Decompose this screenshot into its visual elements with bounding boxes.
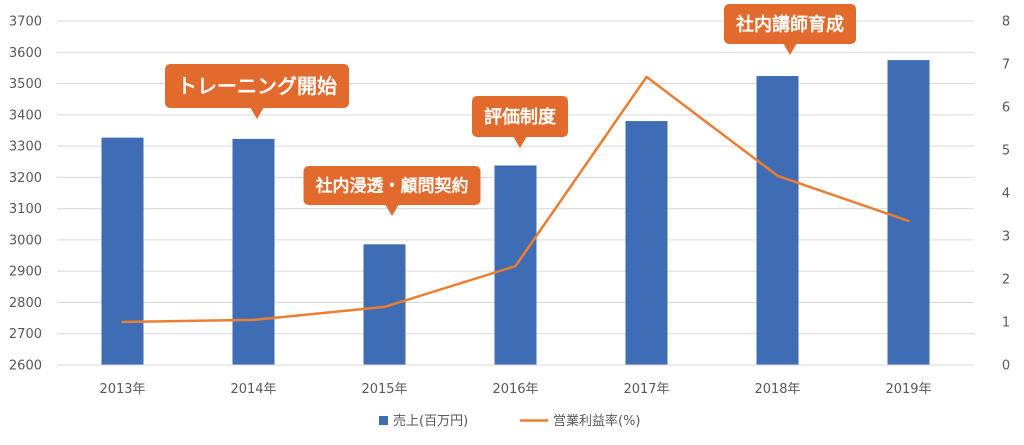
x-tick-label: 2013年 — [99, 382, 145, 397]
x-tick-label: 2017年 — [623, 382, 669, 397]
callout-box — [472, 96, 568, 137]
callout-pointer — [385, 204, 399, 216]
bar — [887, 60, 930, 365]
bar — [232, 138, 275, 365]
right-tick-label: 1 — [1002, 316, 1010, 331]
legend-label: 売上(百万円) — [393, 413, 468, 429]
right-tick-label: 6 — [1002, 101, 1010, 116]
right-tick-label: 5 — [1002, 144, 1010, 159]
callout-pointer — [513, 136, 527, 148]
line-point — [645, 75, 648, 79]
bar-series — [101, 60, 930, 365]
left-tick-label: 3200 — [9, 171, 42, 186]
line-point — [252, 318, 255, 322]
callout-pointer — [250, 107, 264, 119]
x-tick-label: 2015年 — [361, 382, 407, 397]
callout: トレーニング開始 — [165, 64, 349, 119]
bar — [101, 137, 144, 365]
right-tick-label: 7 — [1002, 58, 1010, 73]
callout-box — [165, 64, 349, 108]
right-tick-label: 2 — [1002, 273, 1010, 288]
right-tick-label: 4 — [1002, 187, 1010, 202]
x-axis: 2013年 2014年 2015年 2016年 2017年 2018年 2019年 — [57, 364, 974, 397]
bar — [625, 121, 668, 365]
x-tick-label: 2016年 — [492, 382, 538, 397]
right-tick-label: 8 — [1002, 15, 1010, 30]
callout: 評価制度 — [472, 96, 568, 148]
x-tick-label: 2014年 — [230, 382, 276, 397]
line-point — [383, 305, 386, 309]
callout-box — [303, 166, 481, 205]
left-tick-label: 3500 — [9, 77, 42, 92]
right-y-axis: 0 1 2 3 4 5 6 7 8 — [1002, 15, 1010, 374]
legend: 売上(百万円) 営業利益率(%) — [379, 413, 641, 429]
line-point — [907, 219, 910, 223]
callout: 社内講師育成 — [724, 4, 856, 55]
left-tick-label: 3300 — [9, 140, 42, 155]
callout-label: 社内講師育成 — [736, 13, 844, 35]
callout-box — [724, 4, 856, 44]
legend-item-sales: 売上(百万円) — [379, 413, 468, 429]
callout: 社内浸透・顧問契約 — [303, 166, 481, 216]
left-tick-label: 3400 — [9, 108, 42, 123]
line-point — [514, 264, 517, 268]
right-tick-label: 0 — [1002, 359, 1010, 374]
line-series — [121, 75, 910, 324]
x-tick-label: 2019年 — [885, 382, 931, 397]
bar — [363, 244, 406, 365]
left-tick-label: 3000 — [9, 233, 42, 248]
callout-label: 社内浸透・顧問契約 — [315, 176, 469, 197]
left-tick-label: 3100 — [9, 202, 42, 217]
legend-item-margin: 営業利益率(%) — [520, 413, 641, 429]
legend-label: 営業利益率(%) — [553, 413, 641, 429]
x-tick-label: 2018年 — [754, 382, 800, 397]
left-tick-label: 3700 — [9, 15, 42, 30]
callout-label: トレーニング開始 — [177, 74, 337, 98]
left-tick-label: 2800 — [9, 296, 42, 311]
line-point — [121, 320, 124, 324]
legend-swatch-bar — [379, 416, 388, 425]
left-tick-label: 2600 — [9, 359, 42, 374]
right-tick-label: 3 — [1002, 230, 1010, 245]
left-tick-label: 2900 — [9, 265, 42, 280]
left-y-axis: 2600 2700 2800 2900 3000 3100 3200 3300 3400 3500… — [9, 15, 42, 374]
callout-pointer — [783, 43, 797, 55]
left-tick-label: 3600 — [9, 46, 42, 61]
callout-label: 評価制度 — [484, 106, 557, 128]
line-point — [776, 174, 779, 177]
bar — [756, 76, 799, 365]
left-tick-label: 2700 — [9, 327, 42, 342]
